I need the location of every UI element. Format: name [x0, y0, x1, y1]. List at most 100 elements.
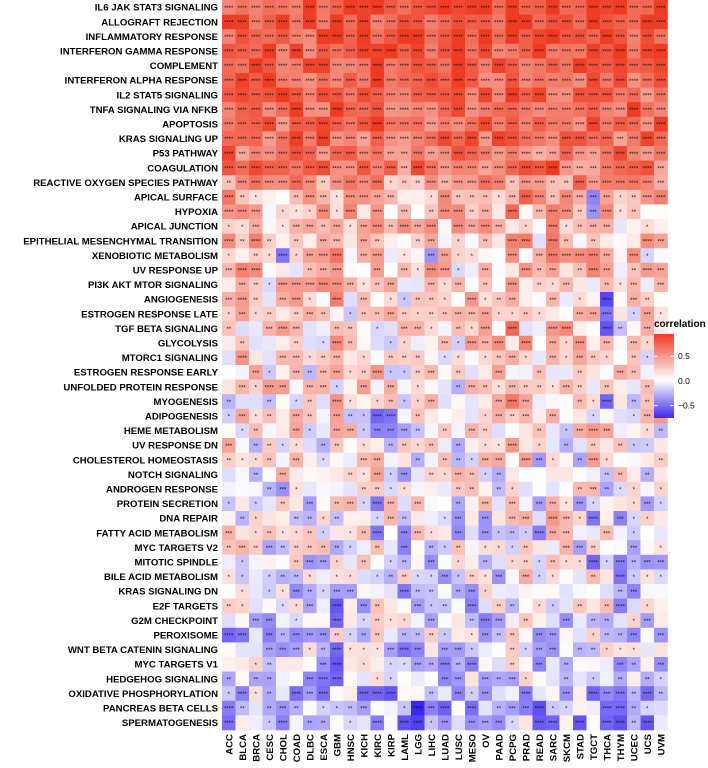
- significance-mark: ***: [482, 502, 490, 508]
- significance-mark: ****: [373, 123, 383, 129]
- significance-mark: ****: [521, 79, 531, 85]
- significance-mark: ****: [251, 269, 261, 275]
- heatmap-cell: [343, 598, 358, 614]
- row-label: MYC TARGETS V2: [134, 543, 218, 554]
- heatmap-cell: [573, 73, 587, 88]
- row-label: EPITHELIAL MESENCHYMAL TRANSITION: [23, 236, 218, 247]
- significance-mark: ****: [629, 50, 639, 56]
- significance-mark: **: [537, 269, 542, 275]
- significance-mark: ***: [441, 677, 449, 683]
- significance-mark: **: [631, 269, 636, 275]
- heatmap-cell: [262, 350, 277, 366]
- heatmap-cell: [640, 14, 655, 30]
- heatmap-cell: [492, 204, 506, 220]
- heatmap-cell: [613, 423, 628, 439]
- heatmap-cell: [289, 58, 304, 74]
- significance-mark: **: [253, 677, 258, 683]
- significance-mark: ***: [333, 225, 341, 231]
- significance-mark: **: [510, 663, 515, 669]
- significance-mark: **: [361, 561, 366, 567]
- heatmap-cell: [397, 87, 412, 103]
- significance-mark: **: [429, 298, 434, 304]
- column-label: COAD: [292, 734, 303, 762]
- significance-mark: ****: [616, 707, 626, 713]
- significance-mark: **: [591, 356, 596, 362]
- significance-mark: ****: [265, 152, 275, 158]
- significance-mark: ***: [644, 502, 652, 508]
- heatmap-cell: [654, 189, 668, 205]
- significance-mark: ****: [643, 123, 653, 129]
- heatmap-cell: [640, 102, 655, 118]
- heatmap-cell: [370, 584, 385, 599]
- heatmap-cell: [546, 175, 560, 191]
- significance-mark: **: [591, 575, 596, 581]
- significance-mark: ****: [238, 20, 248, 26]
- heatmap-cell: [289, 467, 304, 483]
- row-label: IL6 JAK STAT3 SIGNALING: [95, 3, 218, 14]
- heatmap-cell: [586, 715, 601, 731]
- significance-mark: ****: [400, 20, 410, 26]
- heatmap-cell: [451, 189, 466, 205]
- heatmap-cell: [235, 438, 250, 453]
- significance-mark: ****: [386, 692, 396, 698]
- significance-mark: ****: [305, 6, 315, 12]
- significance-mark: **: [631, 561, 636, 567]
- significance-mark: **: [429, 444, 434, 450]
- heatmap-cell: [613, 335, 628, 351]
- significance-mark: ****: [508, 166, 518, 172]
- significance-mark: **: [388, 444, 393, 450]
- significance-mark: ****: [359, 166, 369, 172]
- significance-mark: ****: [346, 6, 356, 12]
- heatmap-cell: [573, 58, 587, 74]
- column-label: TGCT: [589, 734, 600, 760]
- significance-mark: ****: [494, 64, 504, 70]
- heatmap-cell: [357, 189, 371, 205]
- significance-mark: ***: [536, 210, 544, 216]
- significance-mark: ***: [590, 488, 598, 494]
- significance-mark: ****: [656, 137, 666, 143]
- significance-mark: ****: [467, 79, 477, 85]
- significance-mark: ***: [482, 531, 490, 537]
- significance-mark: ****: [238, 35, 248, 41]
- heatmap-cell: [573, 627, 587, 643]
- heatmap-cell: [465, 408, 479, 424]
- heatmap-cell: [519, 73, 533, 88]
- heatmap-cell: [438, 686, 452, 702]
- significance-mark: ***: [293, 429, 301, 435]
- significance-mark: ***: [482, 166, 490, 172]
- heatmap-cell: [640, 642, 655, 658]
- significance-mark: ****: [548, 50, 558, 56]
- significance-mark: ****: [251, 64, 261, 70]
- heatmap-cell: [451, 598, 466, 614]
- significance-mark: ***: [522, 400, 530, 406]
- heatmap-cell: [222, 365, 236, 380]
- significance-mark: ****: [278, 283, 288, 289]
- significance-mark: ***: [509, 707, 517, 713]
- significance-mark: ****: [535, 137, 545, 143]
- significance-mark: **: [564, 663, 569, 669]
- heatmap-cell: [492, 43, 506, 59]
- heatmap-cell: [586, 525, 601, 541]
- heatmap-cell: [519, 598, 533, 614]
- heatmap-cell: [411, 29, 425, 45]
- significance-mark: ****: [427, 20, 437, 26]
- heatmap-cell: [573, 131, 587, 147]
- heatmap-cell: [303, 87, 317, 103]
- heatmap-cell: [397, 175, 412, 191]
- heatmap-cell: [262, 73, 277, 88]
- heatmap-cell: [505, 365, 520, 380]
- heatmap-cell: [654, 204, 668, 220]
- significance-mark: ****: [481, 619, 491, 625]
- heatmap-cell: [276, 14, 290, 30]
- significance-mark: ****: [251, 93, 261, 99]
- significance-mark: ****: [265, 6, 275, 12]
- significance-mark: **: [307, 269, 312, 275]
- heatmap-cell: [438, 481, 452, 497]
- significance-mark: ****: [589, 137, 599, 143]
- heatmap-cell: [249, 131, 263, 147]
- significance-mark: ****: [521, 35, 531, 41]
- significance-mark: ***: [401, 166, 409, 172]
- heatmap-cell: [559, 481, 574, 497]
- significance-mark: ****: [656, 123, 666, 129]
- heatmap-cell: [316, 87, 331, 103]
